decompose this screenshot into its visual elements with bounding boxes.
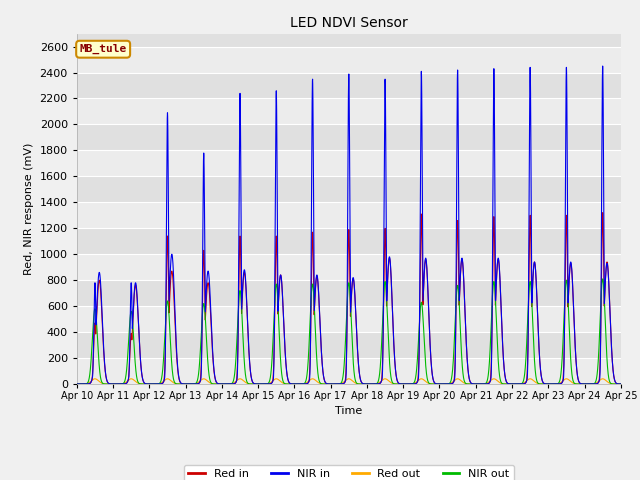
Red out — [184, 381, 191, 387]
NIR out — [276, 355, 284, 361]
Red in — [617, 381, 625, 387]
Red in — [424, 285, 431, 290]
NIR in — [617, 381, 625, 387]
NIR in — [424, 284, 431, 289]
NIR in — [276, 272, 284, 278]
Line: NIR in: NIR in — [77, 66, 621, 384]
X-axis label: Time: Time — [335, 407, 362, 417]
NIR out — [617, 381, 625, 387]
Bar — [77, 358, 621, 384]
Red out — [501, 381, 509, 387]
Red out — [424, 380, 431, 386]
NIR out — [189, 381, 197, 387]
Bar — [77, 254, 621, 280]
NIR in — [615, 381, 623, 387]
Red out — [73, 381, 81, 387]
Red in — [501, 373, 509, 379]
Bar — [77, 124, 621, 150]
NIR out — [501, 381, 509, 387]
Bar — [77, 47, 621, 72]
Bar — [77, 332, 621, 358]
NIR in — [501, 373, 509, 379]
Text: MB_tule: MB_tule — [79, 44, 127, 54]
Red out — [91, 376, 99, 382]
Bar — [77, 98, 621, 124]
NIR out — [615, 381, 623, 387]
Red in — [599, 210, 607, 216]
Bar — [77, 150, 621, 176]
Red in — [189, 381, 197, 387]
Y-axis label: Red, NIR response (mV): Red, NIR response (mV) — [24, 143, 34, 275]
Red out — [617, 381, 625, 387]
Red out — [276, 379, 284, 384]
NIR in — [189, 381, 197, 387]
Red out — [189, 381, 197, 387]
NIR out — [73, 381, 81, 387]
Legend: Red in, NIR in, Red out, NIR out: Red in, NIR in, Red out, NIR out — [184, 465, 514, 480]
Bar — [77, 176, 621, 202]
NIR out — [184, 381, 191, 387]
Title: LED NDVI Sensor: LED NDVI Sensor — [290, 16, 408, 30]
Red out — [615, 381, 623, 387]
Line: NIR out: NIR out — [77, 279, 621, 384]
Bar — [77, 72, 621, 98]
Line: Red in: Red in — [77, 213, 621, 384]
NIR out — [424, 378, 431, 384]
Red in — [73, 381, 81, 387]
Red in — [276, 272, 284, 278]
Red in — [615, 381, 623, 387]
NIR in — [599, 63, 607, 69]
Bar — [77, 202, 621, 228]
Line: Red out: Red out — [77, 379, 621, 384]
NIR in — [73, 381, 81, 387]
NIR in — [184, 381, 191, 387]
Bar — [77, 280, 621, 306]
Bar — [77, 228, 621, 254]
Bar — [77, 306, 621, 332]
Bar — [77, 21, 621, 47]
Red in — [184, 381, 191, 387]
NIR out — [599, 276, 607, 282]
